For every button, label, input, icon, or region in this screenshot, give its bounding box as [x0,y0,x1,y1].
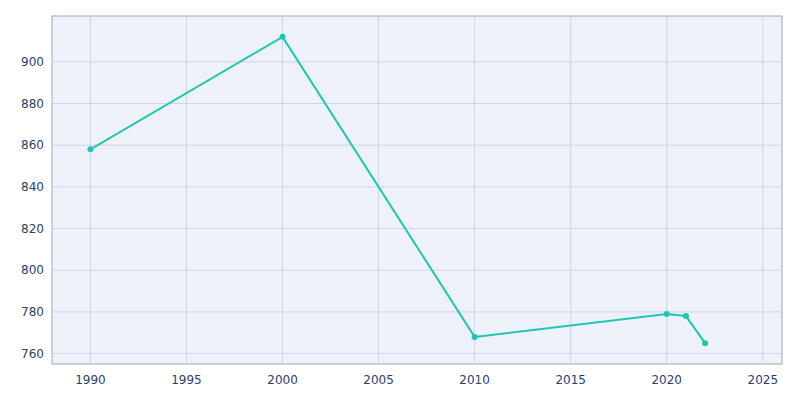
grid-line-y [52,61,782,62]
y-tick-label: 800 [21,263,44,277]
y-tick-label: 820 [21,222,44,236]
x-tick-label: 2020 [651,373,682,387]
x-tick-label: 2025 [748,373,779,387]
chart-container: 1990 1995 2000 2005 2010 2015 2020 2025 760 780 80… [0,0,800,400]
line [90,37,705,343]
x-tick-label: 1990 [75,373,106,387]
x-tick-label: 2005 [363,373,394,387]
x-tick-label: 2000 [267,373,298,387]
grid-line-y [52,145,782,146]
y-tick-label: 780 [21,305,44,319]
y-tick-label: 880 [21,97,44,111]
x-tick-label: 2015 [555,373,586,387]
series [87,34,708,346]
y-tick-label: 900 [21,55,44,69]
point [702,340,708,346]
grid-line-y [52,311,782,312]
plot-frame [52,16,782,364]
point [87,146,93,152]
grid-line-y [52,270,782,271]
y-tick-label: 760 [21,347,44,361]
grid-line-y [52,103,782,104]
chart: 1990 1995 2000 2005 2010 2015 2020 2025 760 780 80… [0,0,800,400]
x-tick-label: 2010 [459,373,490,387]
point [683,313,689,319]
y-tick-label: 860 [21,138,44,152]
point [472,334,478,340]
grid-line-y [52,186,782,187]
y-tick-label: 840 [21,180,44,194]
grid-line-y [52,228,782,229]
point [280,34,286,40]
x-tick-label: 1995 [171,373,202,387]
point [664,311,670,317]
grid-line-y [52,353,782,354]
grid [52,16,782,364]
